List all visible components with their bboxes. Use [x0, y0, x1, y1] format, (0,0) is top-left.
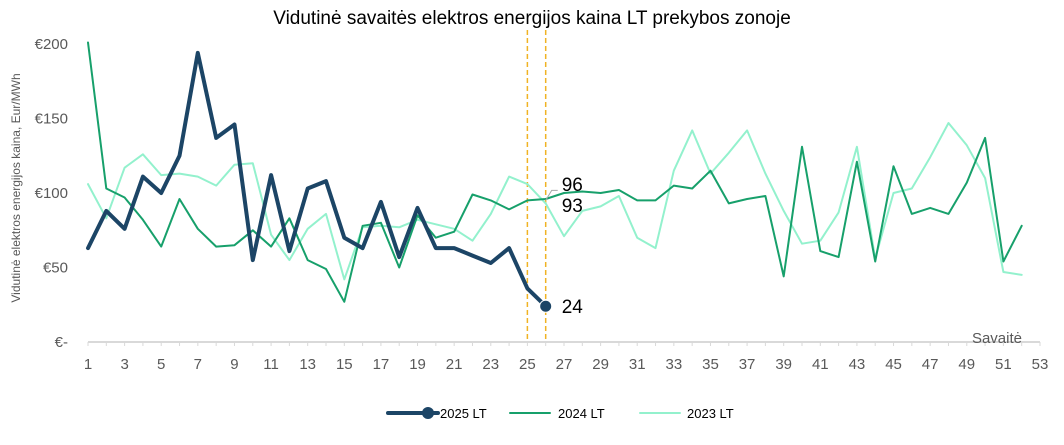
x-tick-label: 23	[482, 356, 499, 373]
x-tick-label: 41	[812, 356, 829, 373]
x-tick-label: 45	[885, 356, 902, 373]
x-tick-label: 53	[1032, 356, 1049, 373]
series-layer	[86, 41, 1023, 313]
y-tick-label: €50	[43, 260, 68, 277]
x-tick-label: 49	[958, 356, 975, 373]
label-leader-line	[545, 189, 558, 201]
x-tick-label: 3	[120, 356, 128, 373]
x-tick-label: 27	[556, 356, 573, 373]
series-line	[87, 41, 1023, 303]
legend-label: 2025 LT	[440, 406, 487, 421]
x-tick-label: 11	[263, 356, 279, 373]
x-tick-label: 31	[629, 356, 646, 373]
series-end-marker	[539, 299, 553, 313]
legend-marker	[422, 407, 434, 419]
x-tick-label: 19	[409, 356, 426, 373]
x-tick-label: 43	[849, 356, 866, 373]
y-tick-label: €150	[35, 111, 68, 128]
x-tick-label: 51	[995, 356, 1012, 373]
x-tick-label: 13	[299, 356, 316, 373]
x-tick-label: 25	[519, 356, 536, 373]
x-tick-label: 21	[446, 356, 463, 373]
x-tick-label: 17	[373, 356, 390, 373]
x-tick-label: 47	[922, 356, 939, 373]
x-tick-label: 35	[702, 356, 719, 373]
data-label: 96	[562, 175, 583, 196]
y-tick-label: €-	[55, 334, 68, 351]
series-line	[86, 50, 548, 309]
legend-label: 2024 LT	[558, 406, 605, 421]
x-tick-label: 39	[775, 356, 792, 373]
x-tick-label: 5	[157, 356, 165, 373]
x-tick-label: 37	[739, 356, 756, 373]
x-tick-label: 9	[230, 356, 238, 373]
chart-title: Vidutinė savaitės elektros energijos kai…	[273, 8, 791, 29]
legend-label: 2023 LT	[687, 406, 734, 421]
data-label: 93	[562, 196, 583, 217]
y-tick-label: €100	[35, 185, 68, 202]
series-line	[87, 122, 1023, 281]
x-tick-label: 1	[84, 356, 92, 373]
x-axis-label: Savaitė	[972, 330, 1022, 347]
x-tick-label: 29	[592, 356, 609, 373]
legend: 2025 LT 2024 LT 2023 LT	[386, 406, 734, 421]
x-tick-label: 33	[666, 356, 683, 373]
data-label: 24	[562, 297, 584, 318]
x-axis-ticks: 1 3 5 7 9 11 13 15 17 19 21 23 25 27 29 31 33 35 37 39 41 43 4…	[84, 356, 1049, 373]
x-tick-label: 15	[336, 356, 353, 373]
x-axis	[87, 341, 1041, 346]
y-tick-label: €200	[35, 36, 68, 53]
x-tick-label: 7	[194, 356, 202, 373]
y-axis-label: Vidutinė elektros energijos kaina, Eur/M…	[9, 73, 23, 302]
y-axis-ticks: €- €50 €100 €150 €200	[35, 36, 68, 351]
